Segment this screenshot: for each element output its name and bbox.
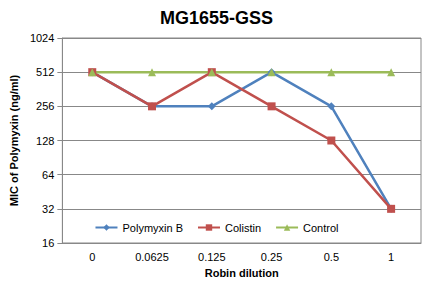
svg-text:1: 1 bbox=[388, 251, 394, 263]
svg-text:Colistin: Colistin bbox=[225, 222, 261, 234]
svg-text:Polymyxin B: Polymyxin B bbox=[122, 222, 183, 234]
svg-text:1024: 1024 bbox=[30, 32, 54, 44]
svg-text:0.0625: 0.0625 bbox=[135, 251, 169, 263]
svg-text:MIC of Polymyxin (ng/ml): MIC of Polymyxin (ng/ml) bbox=[8, 74, 20, 206]
svg-text:0.25: 0.25 bbox=[261, 251, 282, 263]
svg-text:Robin dilution: Robin dilution bbox=[205, 267, 279, 279]
svg-text:0: 0 bbox=[89, 251, 95, 263]
svg-text:32: 32 bbox=[42, 203, 54, 215]
svg-text:256: 256 bbox=[36, 100, 54, 112]
svg-text:0.5: 0.5 bbox=[324, 251, 339, 263]
svg-text:128: 128 bbox=[36, 135, 54, 147]
svg-text:MG1655-GSS: MG1655-GSS bbox=[160, 8, 273, 28]
svg-text:64: 64 bbox=[42, 169, 54, 181]
svg-text:0.125: 0.125 bbox=[198, 251, 226, 263]
svg-text:16: 16 bbox=[42, 237, 54, 249]
svg-text:Control: Control bbox=[303, 222, 338, 234]
svg-text:512: 512 bbox=[36, 66, 54, 78]
